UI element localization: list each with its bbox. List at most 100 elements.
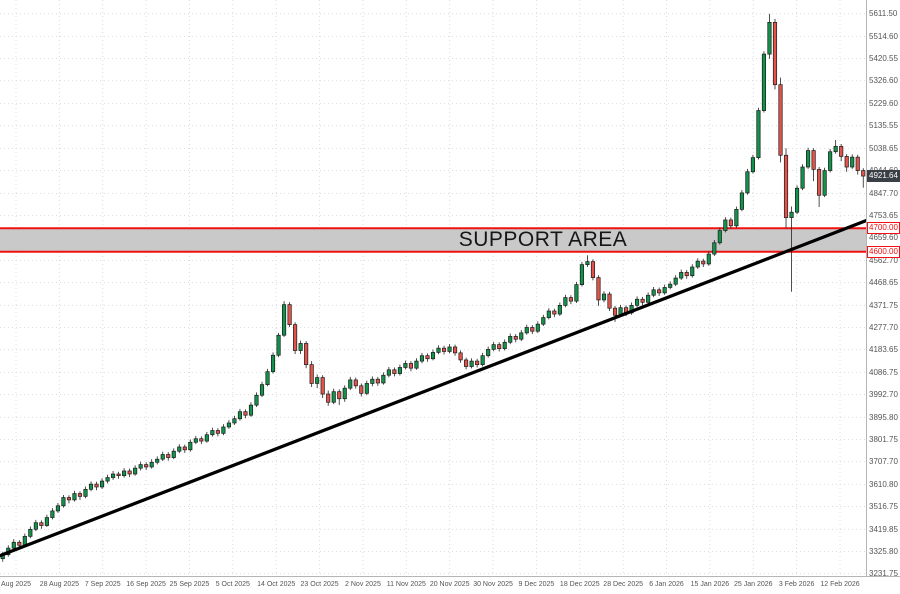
candle-body-up: [486, 348, 491, 357]
candle-body-up: [508, 336, 513, 343]
candle-body-up: [723, 219, 728, 231]
candle-body-up: [491, 344, 496, 350]
candle-body-up: [44, 517, 49, 526]
candle-body-down: [166, 454, 171, 458]
x-axis-label: 25 Sep 2025: [169, 581, 210, 588]
candle-body-up: [419, 355, 425, 362]
x-axis-label: 2 Nov 2025: [345, 581, 381, 588]
candle-body-down: [728, 219, 733, 227]
x-axis-label: 23 Oct 2025: [300, 581, 339, 588]
candle-body-down: [817, 169, 822, 196]
candle-body-up: [579, 264, 584, 285]
candle-body-up: [480, 355, 485, 365]
y-axis-label: 4468.65: [869, 278, 898, 288]
support-band[interactable]: [0, 228, 866, 252]
candle-body-up: [690, 266, 695, 277]
candle-body-up: [364, 383, 369, 394]
candle-body-down: [287, 304, 292, 325]
candle-body-up: [828, 151, 833, 171]
candle-body-up: [149, 461, 154, 468]
candle-body-up: [822, 170, 827, 196]
candle-body-up: [155, 458, 160, 463]
candle-body-up: [99, 480, 105, 488]
candle-body-down: [199, 438, 204, 442]
candle-body-up: [370, 378, 375, 384]
y-axis-label: 4659.60: [869, 233, 898, 243]
candle-body-down: [39, 522, 44, 526]
candle-body-down: [359, 385, 364, 394]
candle-body-up: [83, 488, 88, 497]
candle-body-up: [800, 166, 805, 189]
candle-body-up: [204, 434, 209, 442]
y-axis-label: 4562.70: [869, 255, 898, 265]
candle-body-up: [237, 411, 243, 420]
x-axis-label: 6 Jan 2026: [649, 581, 684, 588]
candle-body-up: [133, 467, 138, 475]
candle-body-down: [441, 347, 447, 352]
candle-body-down: [408, 363, 413, 369]
support-upper-level-tag: 4700.00: [867, 222, 900, 235]
candle-body-down: [701, 260, 706, 265]
candle-body-down: [568, 297, 573, 302]
candle-body-down: [783, 154, 789, 218]
y-axis-label: 4847.70: [869, 188, 898, 198]
current-price-tag: 4921.64: [867, 170, 900, 183]
chart-plot-area[interactable]: SUPPORT AREA: [0, 0, 866, 576]
candle-body-down: [17, 541, 22, 546]
time-axis[interactable]: Aug 2025 28 Aug 2025 7 Sep 2025 16 Sep 2025…: [0, 576, 900, 594]
y-axis-label: 5420.55: [869, 54, 898, 64]
candle-body-down: [640, 298, 645, 303]
candle-body-up: [88, 483, 94, 490]
y-axis-label: 5611.50: [869, 9, 898, 19]
price-axis[interactable]: 5611.50 5514.60 5420.55 5326.60 5229.60 5135.…: [866, 0, 900, 578]
candle-body-down: [309, 364, 314, 384]
candle-body-up: [221, 426, 226, 434]
candle-body-down: [684, 272, 689, 277]
candle-body-down: [607, 293, 612, 309]
x-axis-label: 30 Nov 2025: [473, 581, 513, 588]
y-axis-label: 3895.80: [869, 412, 898, 422]
candle-body-down: [127, 470, 132, 475]
candle-body-up: [397, 367, 402, 374]
y-axis-label: 5514.60: [869, 32, 898, 42]
candle-body-down: [182, 446, 187, 451]
y-axis-label: 3419.85: [869, 524, 898, 534]
x-axis-label: 28 Dec 2025: [603, 581, 644, 588]
x-axis-label: 11 Nov 2025: [386, 581, 426, 588]
candle-body-up: [668, 283, 673, 288]
x-axis-label: 14 Oct 2025: [257, 581, 296, 588]
chart-canvas[interactable]: [0, 0, 866, 576]
candle-body-up: [756, 110, 761, 158]
candle-body-up: [574, 284, 579, 302]
candle-body-up: [761, 53, 767, 111]
candle-body-up: [11, 541, 16, 549]
candle-body-up: [105, 477, 110, 482]
candle-body-up: [61, 497, 66, 507]
candle-body-down: [453, 346, 458, 354]
candle-body-down: [811, 150, 816, 170]
x-axis-label: 28 Aug 2025: [39, 581, 80, 588]
candle-body-up: [138, 464, 143, 469]
candle-body-up: [524, 327, 529, 334]
candle-body-up: [717, 230, 722, 244]
candle-body-up: [806, 150, 811, 168]
candle-body-down: [392, 369, 397, 374]
y-axis-label: 3610.80: [869, 479, 898, 489]
candle-body-up: [712, 242, 717, 255]
candle-body-up: [254, 394, 259, 406]
candle-body-up: [193, 438, 198, 443]
candle-body-down: [839, 145, 844, 157]
candle-body-up: [403, 363, 408, 368]
candle-body-up: [33, 522, 38, 530]
candle-body-up: [601, 293, 607, 301]
candle-body-up: [381, 374, 386, 384]
y-axis-label: 3707.70: [869, 457, 898, 467]
x-axis-label: 12 Feb 2026: [820, 581, 860, 588]
candle-body-down: [513, 336, 518, 340]
candle-body-down: [215, 430, 220, 434]
y-axis-label: 4753.65: [869, 211, 898, 221]
candle-body-down: [353, 379, 358, 387]
candle-body-down: [458, 352, 463, 361]
trendline[interactable]: [0, 219, 866, 558]
